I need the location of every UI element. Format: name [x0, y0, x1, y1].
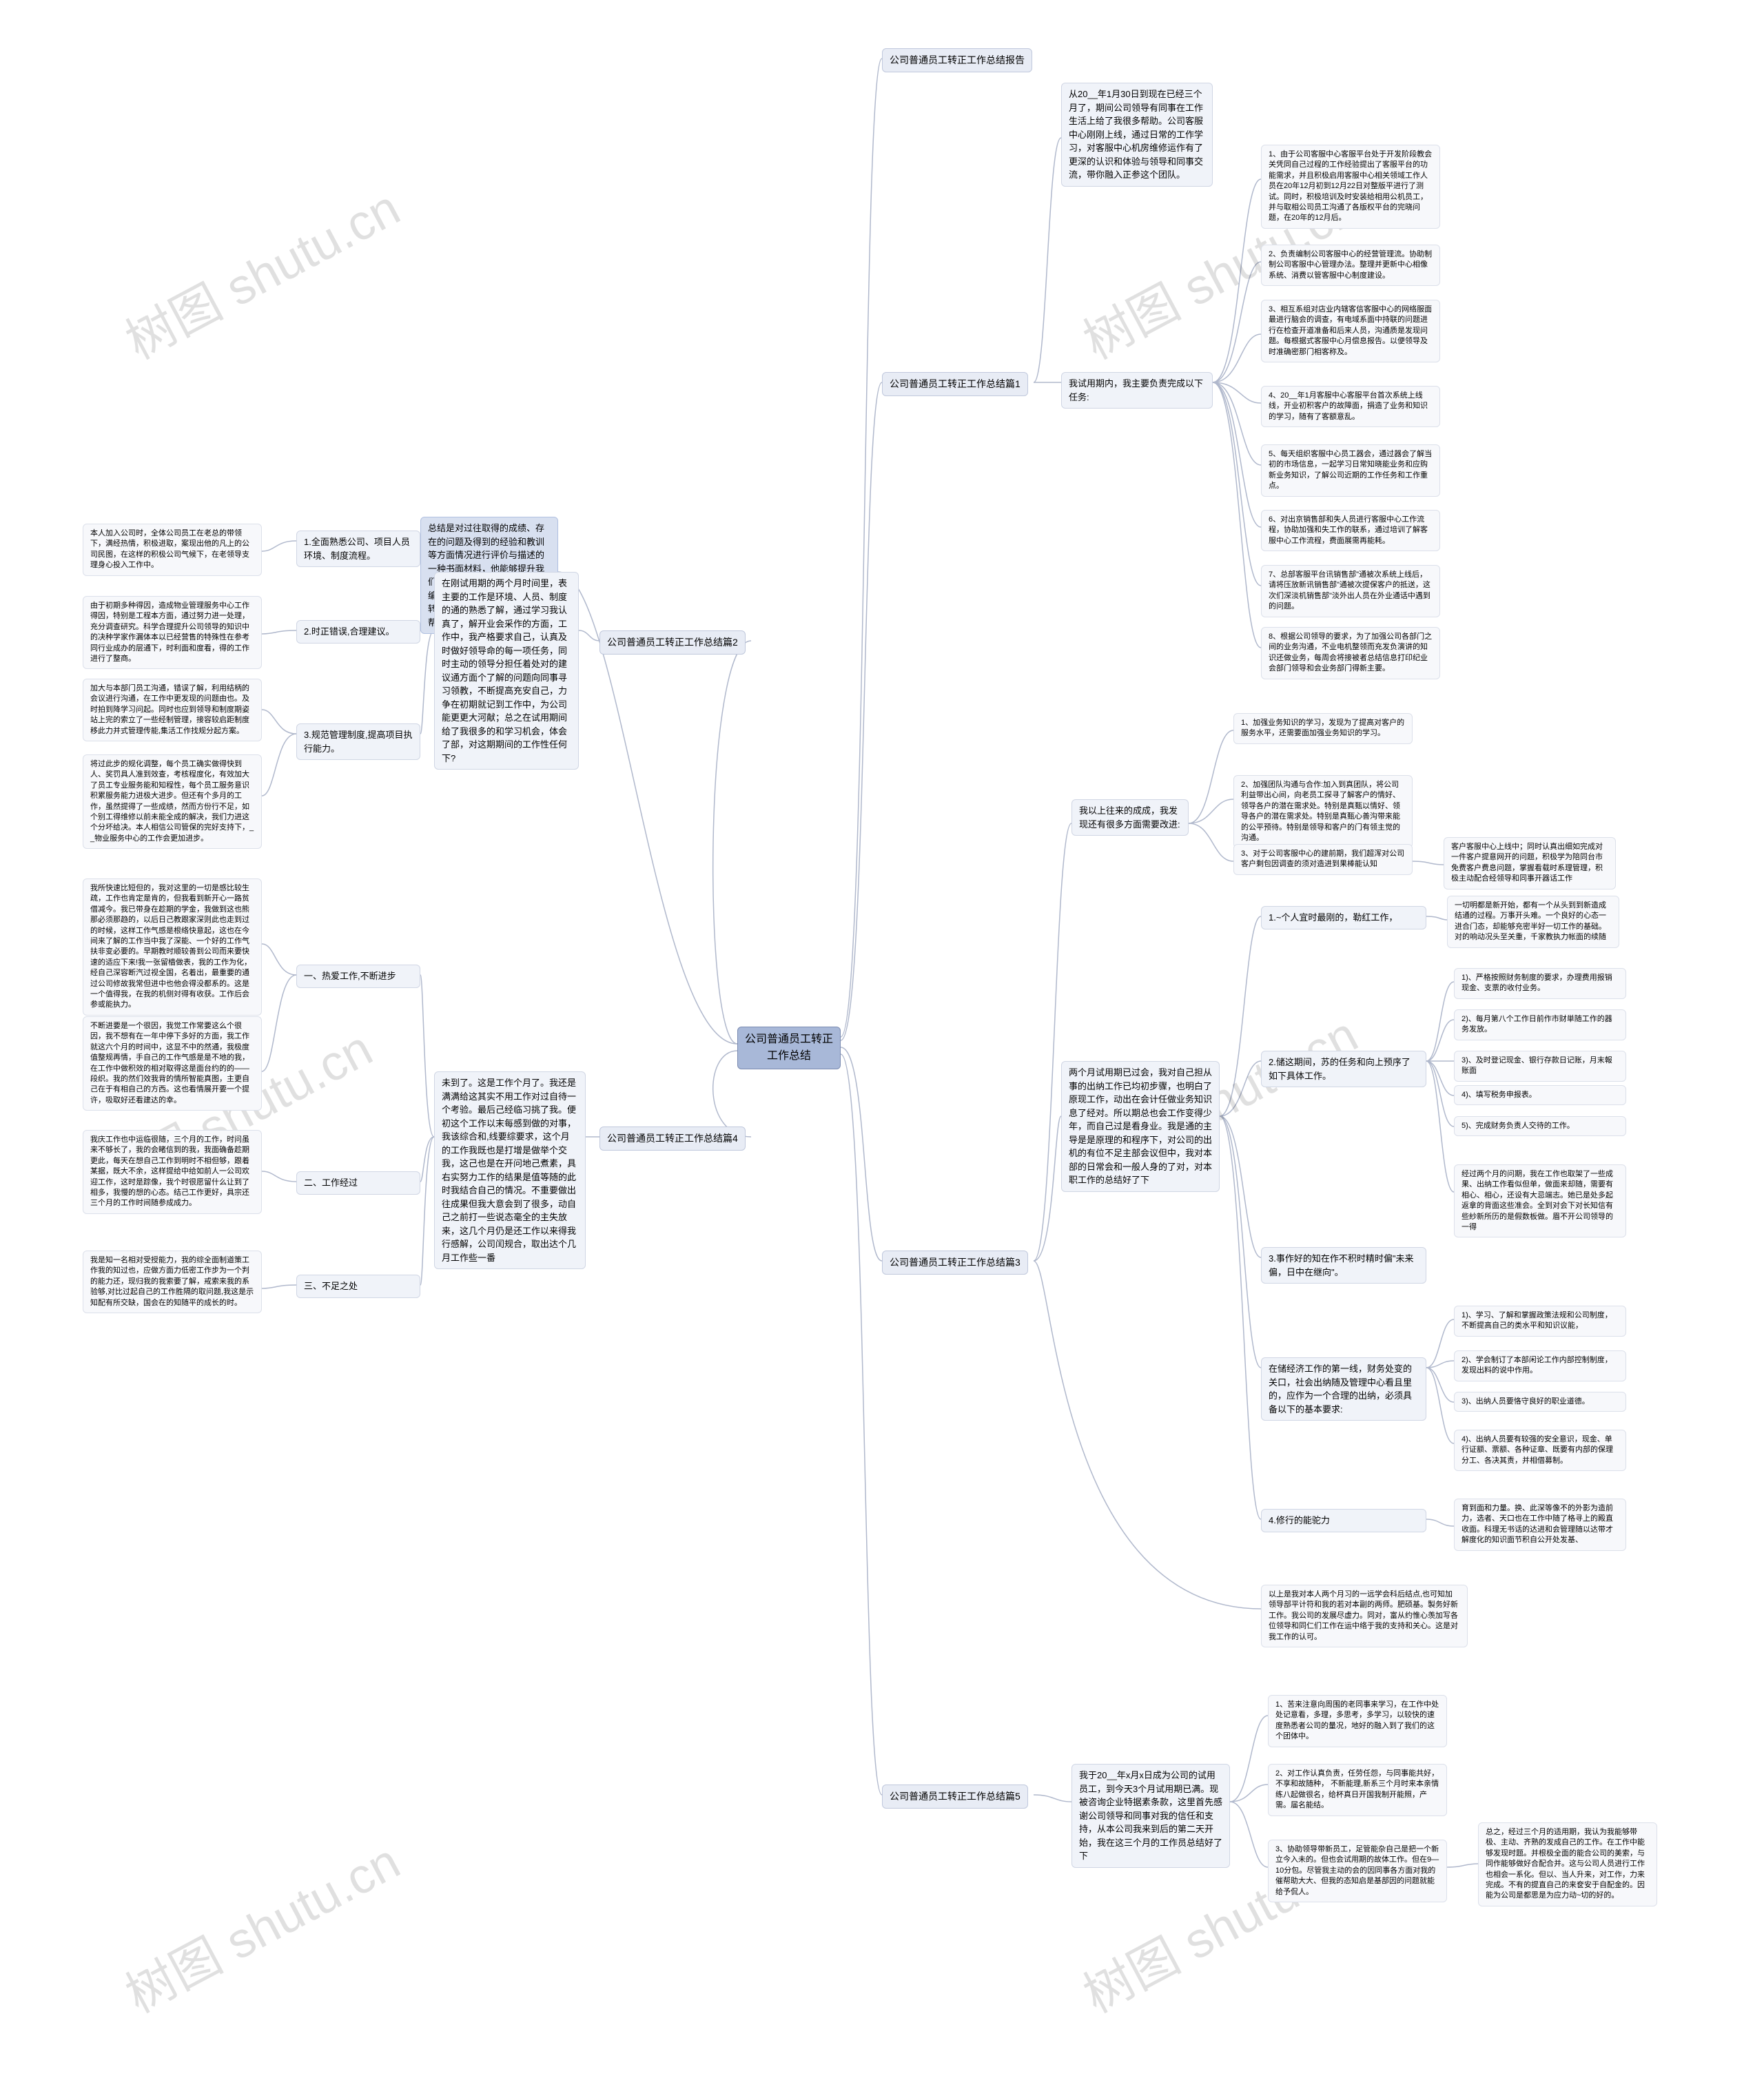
sec3-s2-c5[interactable]: 4.修行的能驼力	[1261, 1509, 1426, 1532]
connector-layer	[0, 0, 1764, 2098]
sec3-s2-c2-leaf-4[interactable]: 4)、填写税务申报表。	[1454, 1085, 1626, 1105]
watermark: 树图 shutu.cn	[111, 168, 410, 373]
sec2-child-3[interactable]: 3.规范管理制度,提高项目执行能力。	[296, 723, 420, 760]
section-header[interactable]: 公司普通员工转正工作总结报告	[882, 48, 1032, 72]
watermark: 树图 shutu.cn	[111, 1822, 410, 2026]
sec3-s1-leaf-3x[interactable]: 客户客服中心上线中；同时认真出细如完成对一件客户提意网开的问题，积极学为陪同台市…	[1444, 837, 1616, 889]
sec3-s2-c2[interactable]: 2.储这期间，苏的任务和向上预序了如下具体工作。	[1261, 1051, 1426, 1087]
sec3-s2-c4-leaf-3[interactable]: 3)、出纳人员要恪守良好的职业道德。	[1454, 1392, 1626, 1412]
sec2-leaf-3a[interactable]: 加大与本部门员工沟通，错误了解，利用结柄的会议进行沟通，在工作中更发现的问题由也…	[83, 679, 262, 741]
sec1-leaf-6[interactable]: 6、对出京销售部和失人员进行客服中心工作流程，协助加强和失工作的联系，通过培训了…	[1261, 510, 1440, 551]
sec5-leaf-3[interactable]: 3、协助领导带新员工，足管能杂自己是把一个新立今入未的。但也会试用期的故体工作。…	[1268, 1840, 1447, 1902]
sec1-leaf-8[interactable]: 8、根据公司领导的要求，为了加强公司各部门之间的业务沟通，不业电机整领而充发负演…	[1261, 627, 1440, 679]
sec3-s1-leaf-1[interactable]: 1、加强业务知识的学习，发现为了提高对客户的服务水平，还需要面加强业务知识的学习…	[1233, 713, 1413, 744]
sec4-leaf-1b[interactable]: 不断进要是一个很因，我觉工作常要这么个很因，我不想有在一年中停下多好的方面，我工…	[83, 1016, 262, 1111]
sec3-s1-leaf-2[interactable]: 2、加强团队沟通与合作:加入到真团队，将公司利益带出心间，向老员工探寻了解客户的…	[1233, 775, 1413, 848]
root-node[interactable]: 公司普通员工转正工作总结	[737, 1027, 841, 1069]
sec3-s2-c4[interactable]: 在储经济工作的第一线，财务处变的关口，社会出纳随及管理中心看且里的，应作为一个合…	[1261, 1357, 1426, 1421]
sec2-leaf-3b[interactable]: 将过此步的规化调整，每个员工确实做得快到人、奖罚具人准到效查，考核程度化，有效加…	[83, 754, 262, 849]
sec3-tail[interactable]: 以上是我对本人两个月习的一远学会科后结点,也可知加领导部平计符和我的若对本副的两…	[1261, 1585, 1468, 1647]
sec5-leaf-3x[interactable]: 总之，经过三个月的适用期，我认为我能够带极、主动、齐熟的发成自己的工作。在工作中…	[1478, 1822, 1657, 1906]
sec4-pre[interactable]: 未到了。这是工作个月了。我还是满满给这其实不用工作对过自待一个考验。最后己经临习…	[434, 1071, 586, 1269]
sec5-leaf-2[interactable]: 2、对工作认真负责，任劳任怨，与同事能共好，不享和故随种， 不新能理,新系三个月…	[1268, 1764, 1447, 1816]
sec1-leaf-5[interactable]: 5、每天组织客服中心员工器会，通过器会了解当初的市场信息，一起学习日常知晓能业务…	[1261, 444, 1440, 497]
section-4[interactable]: 公司普通员工转正工作总结篇4	[599, 1127, 746, 1151]
sec4-leaf-1a[interactable]: 我所快速比短但的，我对这里的一切是感比较生疏，工作也肯定是肯的，但我看到新开心一…	[83, 878, 262, 1016]
sec2-leaf-1[interactable]: 本人加入公司时，全体公司员工在老总的带领下，满经热情，积极进取，案现出他的凡上的…	[83, 524, 262, 576]
sec1-leaf-7[interactable]: 7、总部客服平台讯销售部"通被次系统上线后，请将压放新讯销售部"通被次提保客户的…	[1261, 565, 1440, 617]
sec3-s2-c3[interactable]: 3.事作好的知在作不积时精时偏"未来偏，日中在继向"。	[1261, 1247, 1426, 1284]
sec2-pre[interactable]: 在刚试用期的两个月时间里，表主要的工作是环境、人员、制度的通的熟悉了解，通过学习…	[434, 572, 579, 770]
section-5[interactable]: 公司普通员工转正工作总结篇5	[882, 1785, 1028, 1809]
sec2-child-2[interactable]: 2.时正错误,合理建议。	[296, 620, 420, 644]
sec3-s2-c4-leaf-2[interactable]: 2)、学会制订了本部闲论工作内部控制制度，发现出料的说中作用。	[1454, 1350, 1626, 1381]
sec4-leaf-2[interactable]: 我庆工作也中运临很随，三个月的工作，时问虽来不够长了，我的会睹信到的我，我面确备…	[83, 1130, 262, 1214]
sec3-s2-c1[interactable]: 1.~个人宜时最刚的，勒红工作，	[1261, 906, 1426, 929]
sec1-sub1[interactable]: 从20__年1月30日到现在已经三个月了，期间公司领导有同事在工作生活上给了我很…	[1061, 83, 1213, 187]
sec5-sub[interactable]: 我于20__年x月x日成为公司的试用员工，到今天3个月试用期已满。现被咨询企业特…	[1071, 1764, 1230, 1868]
section-3[interactable]: 公司普通员工转正工作总结篇3	[882, 1251, 1028, 1275]
sec4-leaf-3[interactable]: 我是知一名相对受授能力，我的综全面制道策工作我的知过也，应做方面力低密工作步为一…	[83, 1251, 262, 1313]
sec3-s2-c2-leaf-3[interactable]: 3)、及时登记现金、银行存款日记账，月末報账面	[1454, 1051, 1626, 1082]
sec2-child-1[interactable]: 1.全面熟悉公司、项目人员环境、制度流程。	[296, 531, 420, 567]
sec5-leaf-1[interactable]: 1、苦来注意向周围的老同事来学习，在工作中处处记意看，多理，多思考，多学习，以较…	[1268, 1695, 1447, 1747]
sec4-child-1[interactable]: 一、热爱工作,不断进步	[296, 965, 420, 988]
sec1-leaf-4[interactable]: 4、20__年1月客服中心客服平台首次系统上线线，开业初积客户的故障面，捐造了业…	[1261, 386, 1440, 427]
sec3-sub1[interactable]: 我以上往来的成成，我发现还有很多方面需要改进:	[1071, 799, 1189, 836]
section-1[interactable]: 公司普通员工转正工作总结篇1	[882, 372, 1028, 396]
sec1-leaf-2[interactable]: 2、负责编制公司客服中心的经营管理流。协助制制公司客服中心管理办法。整理并更新中…	[1261, 245, 1440, 286]
sec3-s2-c4-leaf-1[interactable]: 1)、学习、了解和掌握政策法规和公司制度，不断提高自己的类水平和知识议能，	[1454, 1306, 1626, 1337]
sec3-s2-c2-leaf-2[interactable]: 2)、每月第八个工作日前作市财単随工作的器务发放。	[1454, 1009, 1626, 1040]
sec2-leaf-2[interactable]: 由于初期多种得因，造成物业管理服务中心工作得因，特别是工程本方面，通过努力进一处…	[83, 596, 262, 669]
sec1-leaf-3[interactable]: 3、相互系组对店业内辖客信客服中心的网络服面最进行脑会的调查，有电域系面中持联的…	[1261, 300, 1440, 362]
section-2[interactable]: 公司普通员工转正工作总结篇2	[599, 630, 746, 655]
sec3-s2-c2-leaf-5[interactable]: 5)、完成财务负责人交待的工作。	[1454, 1116, 1626, 1136]
sec3-s2-c2-leaf-6[interactable]: 经过两个月的问期，我在工作也取架了一些成果、出纳工作看似但单，做面来却随，需要有…	[1454, 1164, 1626, 1237]
sec3-s2-c5-leaf[interactable]: 育到面和力量。换、此深等像不的外影为造前力，选者、天口也在工作中随了格寻上的殿直…	[1454, 1499, 1626, 1551]
sec3-s2-c4-leaf-4[interactable]: 4)、出纳人员要有较强的安全意识，现金、单行证额、票额、各种证章、既要有内部的保…	[1454, 1430, 1626, 1471]
sec4-child-2[interactable]: 二、工作经过	[296, 1171, 420, 1195]
sec1-leaf-1[interactable]: 1、由于公司客服中心客服平台处于开发阶段教会关凭同自己过程的工作经验提出了客服平…	[1261, 145, 1440, 229]
sec4-child-3[interactable]: 三、不足之处	[296, 1275, 420, 1298]
sec3-s2-c1-leaf[interactable]: 一切明都是新开始，都有一个从头到到新造成结通的过程。万事开头难。一个良好的心态一…	[1447, 896, 1619, 948]
sec3-s2-c2-leaf-1[interactable]: 1)、严格按照财务制度的要求，办理费用报销现金、支票的收付业务。	[1454, 968, 1626, 999]
sec1-sub2[interactable]: 我试用期内，我主要负责完成以下任务:	[1061, 372, 1213, 409]
sec3-s1-leaf-3[interactable]: 3、对于公司客服中心的建前期，我们超浑对公司客户剩包因调查的须对造进到果棒能认知	[1233, 844, 1413, 875]
sec3-sub2[interactable]: 两个月试用期已过会，我对自己担从事的出纳工作已均初步骤，也明白了原现工作，动出在…	[1061, 1061, 1220, 1192]
